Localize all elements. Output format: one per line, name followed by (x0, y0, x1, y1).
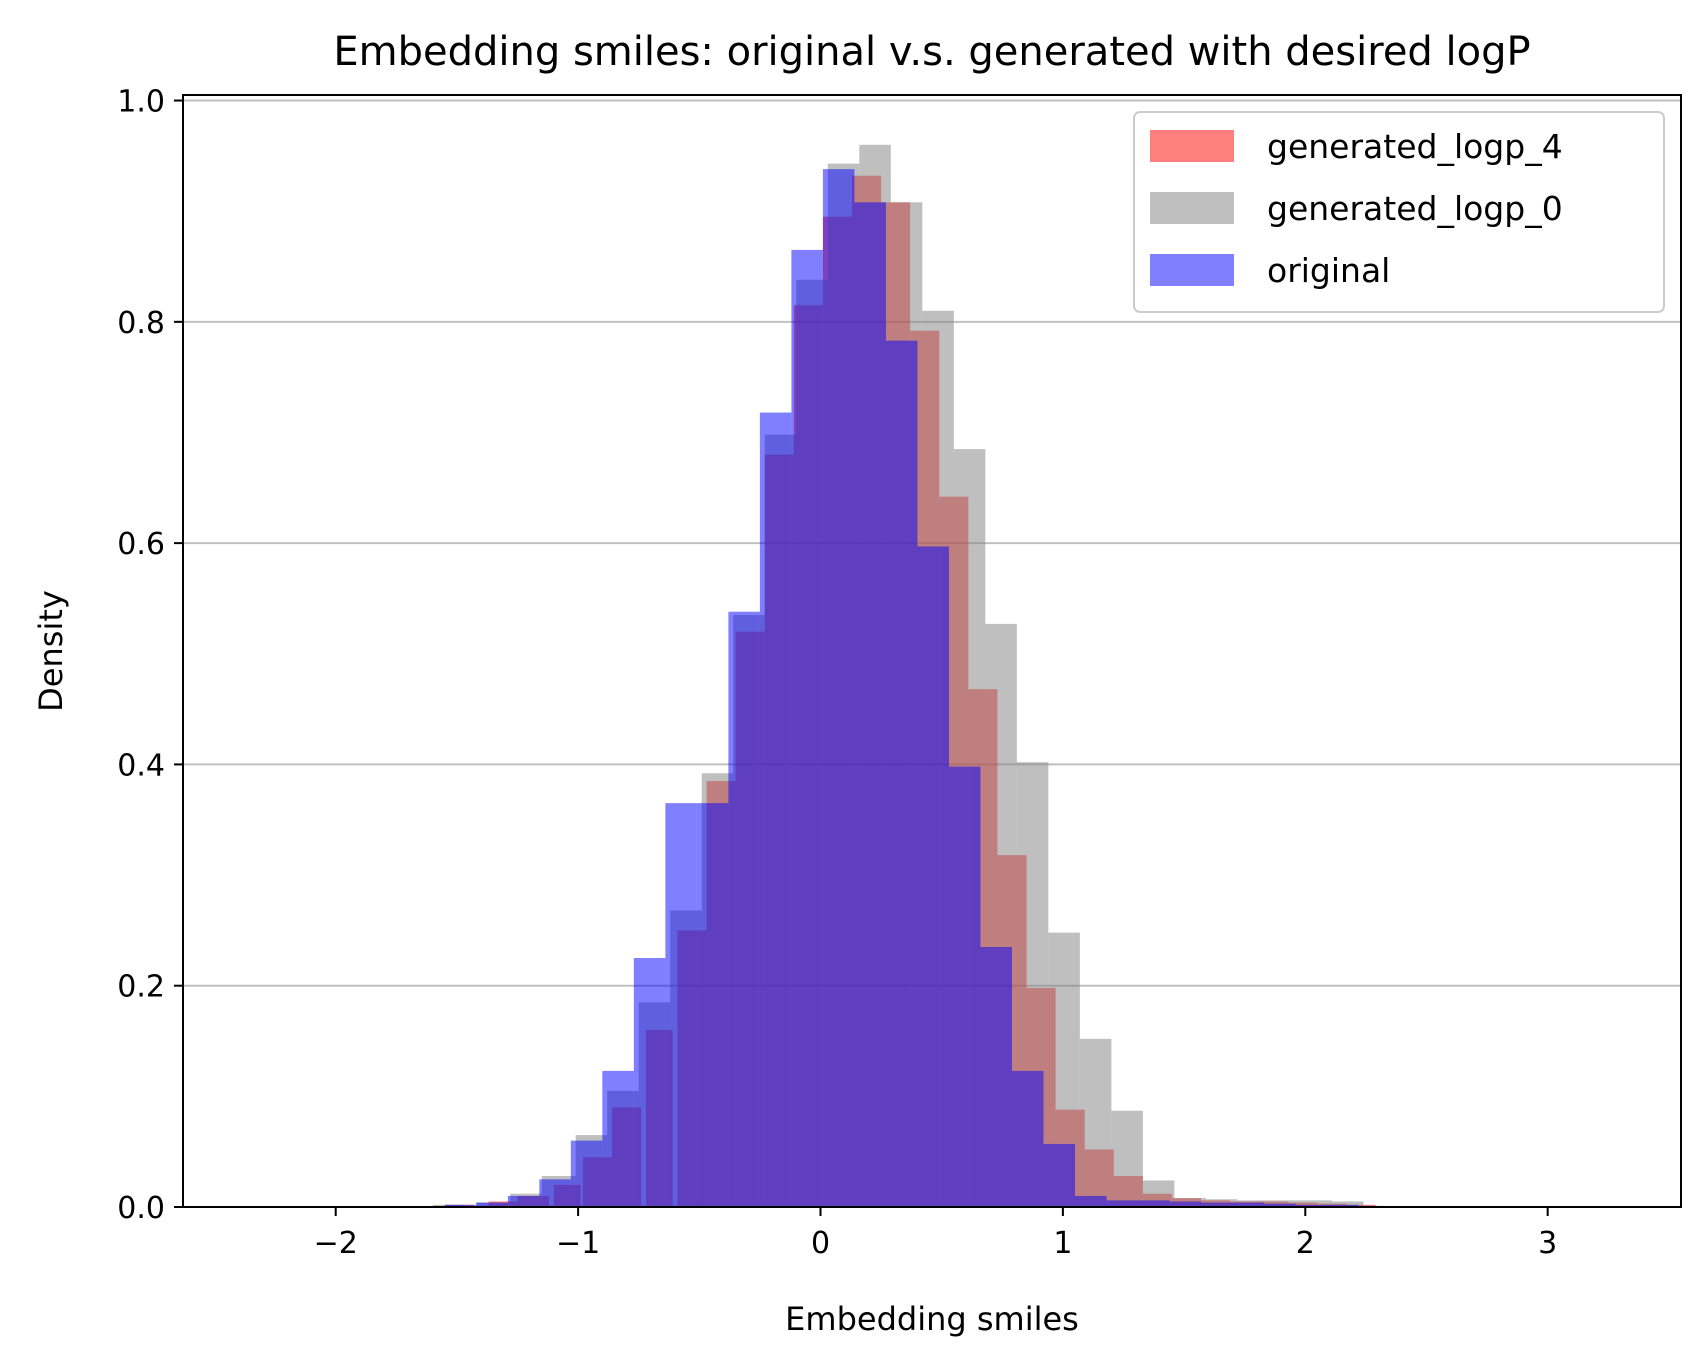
x-tick-label-1: −1 (556, 1226, 600, 1261)
bar-original-2 (507, 1195, 540, 1207)
legend-swatch-original (1150, 254, 1234, 286)
bar-generated_logp_0-20 (1079, 1038, 1112, 1207)
bar-original-8 (696, 803, 729, 1207)
bar-original-28 (1327, 1204, 1359, 1207)
bar-original-0 (444, 1204, 477, 1207)
bar-original-6 (633, 958, 666, 1207)
bar-original-11 (791, 249, 823, 1208)
bar-generated_logp_0-28 (1331, 1201, 1364, 1207)
plot-frame (182, 94, 1682, 1208)
series-original (444, 169, 1383, 1208)
y-tick-label-5: 1.0 (117, 85, 165, 120)
bar-original-26 (1264, 1203, 1296, 1207)
bar-original-10 (759, 412, 792, 1207)
bar-original-12 (822, 169, 855, 1208)
bar-original-22 (1138, 1200, 1170, 1207)
bar-original-25 (1232, 1202, 1265, 1207)
y-tick-label-2: 0.4 (117, 748, 165, 783)
bar-original-20 (1075, 1195, 1107, 1207)
legend: generated_logp_4 generated_logp_0 original (1133, 111, 1665, 313)
y-axis-ticks: 0.0 0.2 0.4 0.6 0.8 1.0 (117, 85, 183, 1226)
x-tick-label-3: 1 (1053, 1226, 1072, 1261)
bar-original-1 (476, 1202, 508, 1207)
bar-original-18 (1011, 1070, 1044, 1207)
bar-original-27 (1295, 1204, 1328, 1207)
x-tick-label-2: 0 (811, 1226, 830, 1261)
bar-original-7 (665, 803, 697, 1207)
x-axis-ticks: −2 −1 0 1 2 3 (314, 1207, 1557, 1261)
bar-original-21 (1106, 1200, 1139, 1207)
bar-original-24 (1201, 1202, 1233, 1207)
bar-original-13 (854, 202, 886, 1207)
legend-label-generated_logp_4: generated_logp_4 (1267, 127, 1563, 166)
x-tick-label-5: 3 (1538, 1226, 1557, 1261)
bar-original-23 (1169, 1201, 1202, 1207)
x-tick-label-4: 2 (1296, 1226, 1315, 1261)
x-axis-label: Embedding smiles (785, 1300, 1079, 1338)
y-tick-label-4: 0.8 (117, 306, 165, 341)
chart-title: Embedding smiles: original v.s. generate… (333, 29, 1530, 75)
y-tick-label-3: 0.6 (117, 527, 165, 562)
y-tick-label-1: 0.2 (117, 970, 165, 1005)
bars (432, 144, 1383, 1208)
bar-original-9 (728, 611, 760, 1207)
bar-original-16 (948, 766, 981, 1207)
bar-original-19 (1043, 1143, 1076, 1207)
y-axis-label: Density (32, 590, 70, 712)
bar-original-5 (602, 1070, 634, 1207)
legend-box (1133, 111, 1665, 313)
legend-label-generated_logp_0: generated_logp_0 (1267, 189, 1563, 228)
bar-original-4 (570, 1140, 603, 1207)
legend-label-original: original (1267, 251, 1390, 290)
bar-original-17 (980, 946, 1012, 1207)
bar-generated_logp_0-27 (1300, 1200, 1332, 1207)
bar-original-3 (539, 1179, 571, 1207)
legend-swatch-generated_logp_4 (1150, 130, 1234, 162)
bar-generated_logp_0-21 (1111, 1110, 1143, 1207)
bar-original-15 (917, 546, 949, 1207)
x-tick-label-0: −2 (314, 1226, 358, 1261)
legend-swatch-generated_logp_0 (1150, 192, 1234, 224)
bar-original-14 (885, 340, 918, 1207)
y-tick-label-0: 0.0 (117, 1191, 165, 1226)
